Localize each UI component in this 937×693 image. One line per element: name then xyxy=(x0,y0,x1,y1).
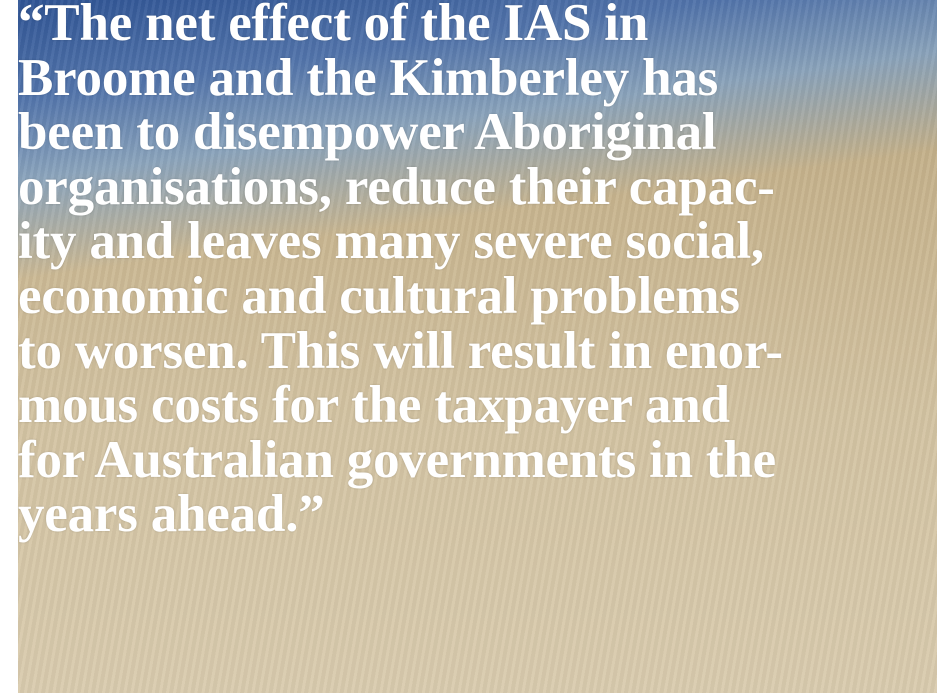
page: {"quote": {"lines": [ "\u201cThe net eff… xyxy=(0,0,937,693)
quote-line: to worsen. This will result in enor- xyxy=(18,324,937,379)
quote-line: years ahead.” xyxy=(18,487,937,542)
quote-line: Broome and the Kimberley has xyxy=(18,51,937,106)
quote-line: been to disempower Aboriginal xyxy=(18,105,937,160)
quote-line: organisations, reduce their capac- xyxy=(18,160,937,215)
quote-line: economic and cultural problems xyxy=(18,269,937,324)
quote-line: “The net effect of the IAS in xyxy=(18,0,937,51)
quote-line: ity and leaves many severe social, xyxy=(18,214,937,269)
quote-graphic: “The net effect of the IAS inBroome and … xyxy=(0,0,937,693)
quote-line: mous costs for the taxpayer and xyxy=(18,378,937,433)
quote-line: for Australian governments in the xyxy=(18,433,937,488)
